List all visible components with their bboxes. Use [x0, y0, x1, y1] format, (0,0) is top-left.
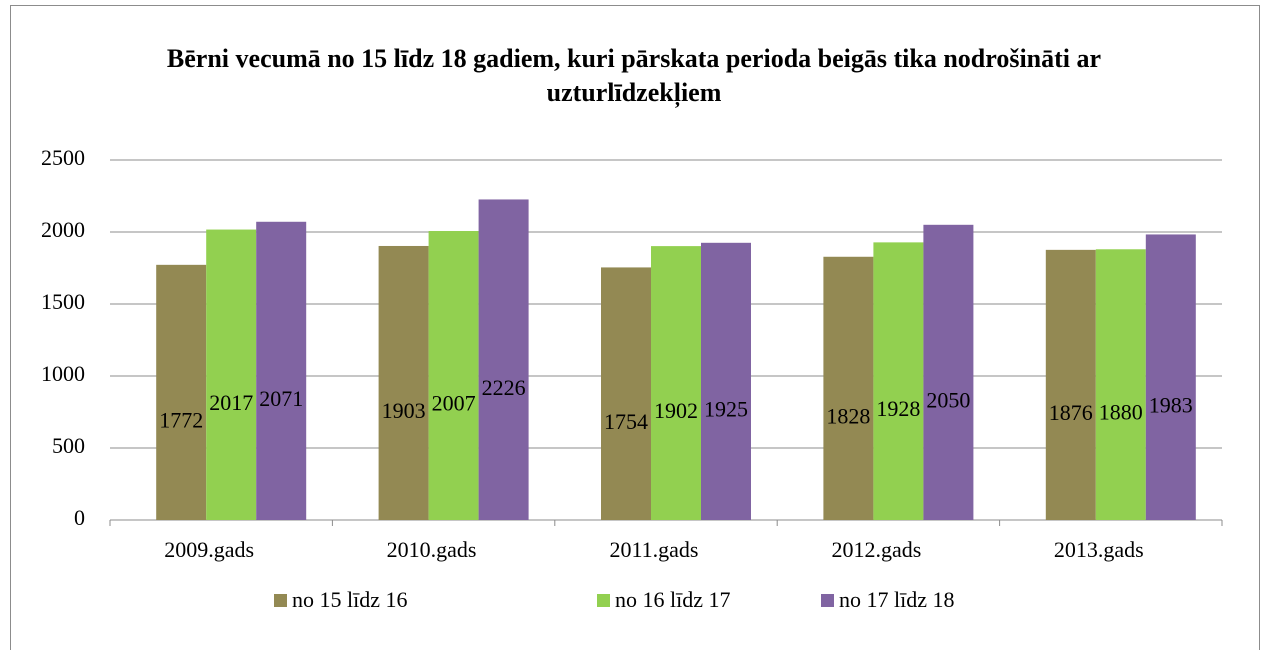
data-label: 1928 — [876, 396, 920, 421]
data-label: 1772 — [159, 407, 203, 432]
chart-title: Bērni vecumā no 15 līdz 18 gadiem, kuri … — [166, 44, 1102, 107]
x-tick-label: 2010.gads — [387, 537, 477, 562]
data-label: 2226 — [482, 375, 526, 400]
data-label: 1880 — [1099, 400, 1143, 425]
data-label: 1754 — [604, 409, 648, 434]
bar — [256, 221, 307, 520]
bar — [873, 242, 924, 521]
legend-label: no 17 līdz 18 — [839, 587, 955, 612]
legend-swatch — [821, 594, 834, 607]
data-label: 1876 — [1049, 400, 1093, 425]
data-label: 2050 — [926, 387, 970, 412]
bar — [156, 264, 207, 520]
data-label: 1902 — [654, 398, 698, 423]
bar — [206, 229, 257, 520]
data-label: 1828 — [826, 403, 870, 428]
legend-swatch — [274, 594, 287, 607]
x-tick-label: 2013.gads — [1054, 537, 1144, 562]
x-tick-label: 2011.gads — [609, 537, 698, 562]
bar — [601, 267, 651, 520]
y-tick-label: 2500 — [41, 145, 85, 170]
legend-label: no 16 līdz 17 — [615, 587, 731, 612]
x-tick-label: 2012.gads — [831, 537, 921, 562]
y-tick-label: 0 — [74, 505, 85, 530]
bar — [478, 199, 529, 520]
bar — [701, 242, 751, 521]
data-label: 1925 — [704, 396, 748, 421]
bar — [428, 230, 479, 520]
data-label: 2007 — [432, 391, 476, 416]
bar — [651, 246, 701, 520]
bar — [1145, 234, 1196, 520]
data-label: 1983 — [1149, 392, 1193, 417]
y-tick-label: 500 — [52, 433, 85, 458]
bar — [1045, 249, 1096, 520]
bar — [923, 224, 974, 521]
legend-swatch — [597, 594, 610, 607]
bar — [823, 256, 874, 520]
x-tick-label: 2009.gads — [164, 537, 254, 562]
y-tick-label: 2000 — [41, 217, 85, 242]
data-label: 2071 — [259, 386, 303, 411]
y-tick-label: 1000 — [41, 361, 85, 386]
data-label: 2017 — [209, 390, 253, 415]
data-label: 1903 — [382, 398, 426, 423]
bar — [1095, 249, 1146, 520]
bar — [378, 245, 429, 520]
chart-frame — [10, 5, 1260, 650]
y-tick-label: 1500 — [41, 289, 85, 314]
legend-label: no 15 līdz 16 — [292, 587, 408, 612]
